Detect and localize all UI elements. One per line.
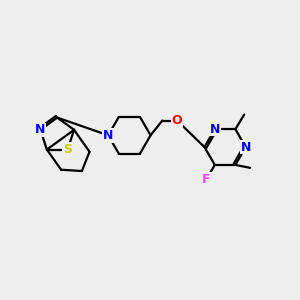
Text: O: O bbox=[172, 114, 182, 127]
Text: N: N bbox=[210, 123, 220, 136]
Text: S: S bbox=[63, 143, 72, 156]
Text: F: F bbox=[202, 172, 211, 185]
Text: N: N bbox=[103, 129, 113, 142]
Text: N: N bbox=[241, 141, 251, 154]
Text: N: N bbox=[35, 123, 46, 136]
